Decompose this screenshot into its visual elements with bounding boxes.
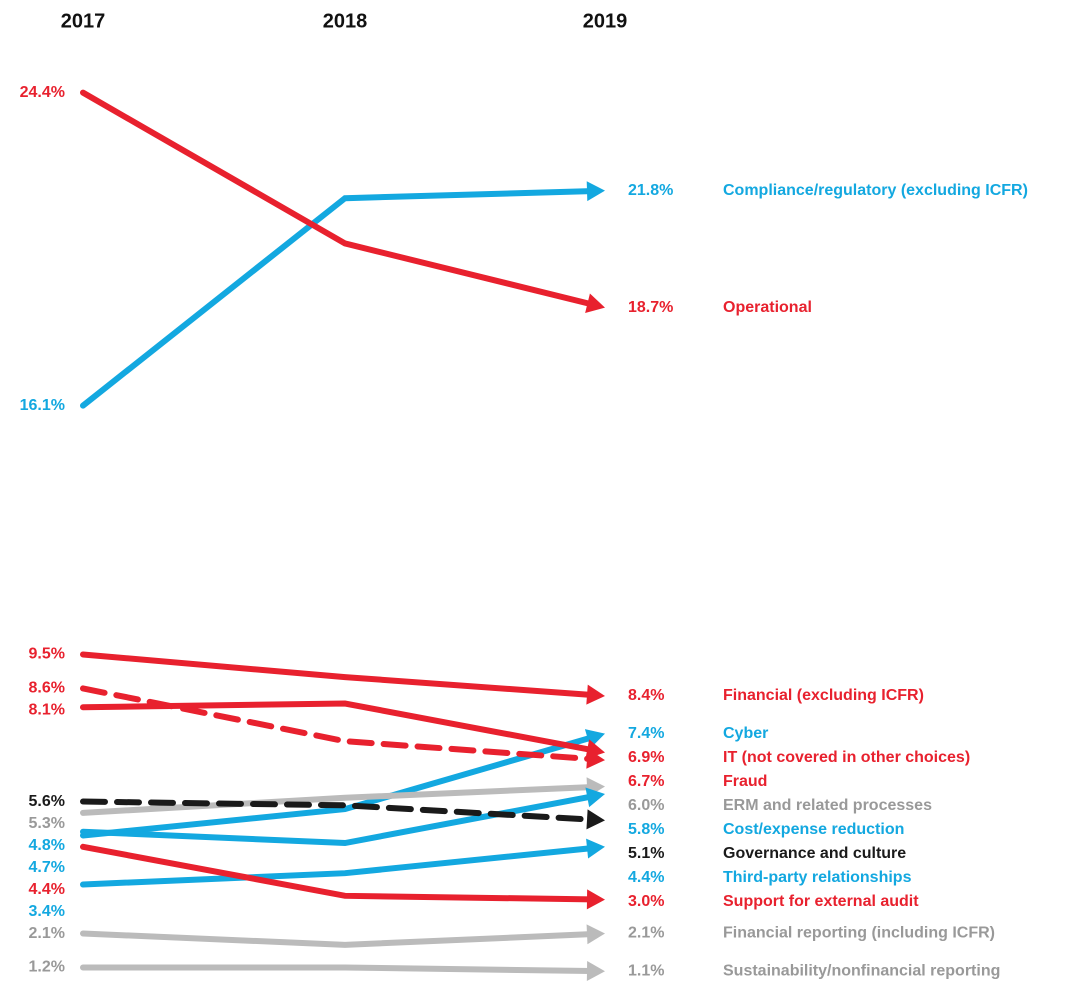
series-name: Operational [723,299,812,316]
start-value-label: 5.6% [29,793,65,810]
arrow-head [586,809,605,830]
start-value-label: 24.4% [20,84,65,101]
start-value-label: 16.1% [20,397,65,414]
end-value-label: 18.7% [628,299,673,316]
start-value-label: 9.5% [29,646,65,663]
series-name: Financial reporting (including ICFR) [723,925,995,942]
year-header: 2018 [323,10,368,32]
arrow-head [586,181,605,202]
year-header: 2017 [61,10,106,32]
start-value-label: 1.2% [29,959,65,976]
arrow-head [586,838,605,859]
start-value-label: 2.1% [29,925,65,942]
start-value-label: 3.4% [29,903,65,920]
arrow-head [586,748,605,769]
end-value-label: 6.7% [628,773,664,790]
series-line [80,784,594,816]
series-line [80,964,594,975]
arrow-head [585,787,605,808]
start-value-label: 4.8% [29,837,65,854]
series-line [80,734,595,839]
start-value-label: 4.7% [29,859,65,876]
series-name: Financial (excluding ICFR) [723,687,924,704]
series-name: Support for external audit [723,893,919,910]
series-name: Governance and culture [723,845,906,862]
end-value-label: 6.0% [628,797,664,814]
series-line [80,685,594,763]
end-value-label: 6.9% [628,749,664,766]
arrow-head [586,924,605,945]
series-line [80,843,594,903]
end-value-label: 5.1% [628,845,664,862]
series-line [80,651,594,698]
arrow-head [585,293,605,313]
end-value-label: 7.4% [628,725,664,742]
series-line [80,188,594,409]
series-name: Sustainability/nonfinancial reporting [723,962,1000,979]
arrow-head [586,960,605,981]
start-value-label: 8.6% [29,680,65,697]
series-line [80,700,594,753]
series-name: ERM and related processes [723,797,932,814]
end-value-label: 3.0% [628,893,664,910]
series-name: Compliance/regulatory (excluding ICFR) [723,182,1028,199]
start-value-label: 8.1% [29,702,65,719]
series-name: IT (not covered in other choices) [723,749,970,766]
series-name: Cyber [723,725,768,742]
series-line [80,89,595,308]
end-value-label: 2.1% [628,925,664,942]
year-header: 2019 [583,10,628,32]
series-name: Third-party relationships [723,869,912,886]
series-line [80,930,594,948]
end-value-label: 21.8% [628,182,673,199]
series-name: Cost/expense reduction [723,821,904,838]
arrow-head [586,889,605,910]
end-value-label: 4.4% [628,869,664,886]
series-name: Fraud [723,773,767,790]
arrow-head [586,684,605,705]
start-value-label: 5.3% [29,815,65,832]
start-value-label: 4.4% [29,881,65,898]
series-line [80,798,594,823]
series-line [80,845,594,888]
end-value-label: 8.4% [628,687,664,704]
end-value-label: 1.1% [628,962,664,979]
end-value-label: 5.8% [628,821,664,838]
